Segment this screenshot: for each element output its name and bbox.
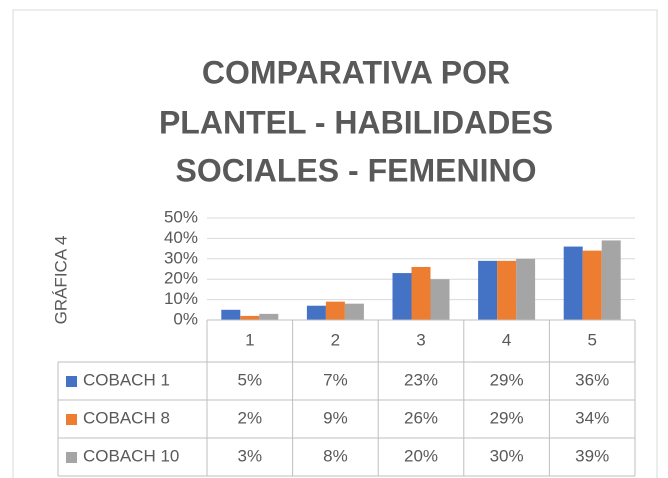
bar: [306, 305, 326, 320]
x-tick-label: 3: [416, 330, 425, 349]
chart-title: COMPARATIVA POR: [202, 54, 510, 90]
bar: [601, 240, 621, 320]
bar: [430, 279, 450, 320]
table-cell: 29%: [490, 370, 524, 389]
table-cell: 26%: [404, 408, 438, 427]
table-cell: 9%: [323, 408, 348, 427]
legend-key: [66, 452, 77, 463]
table-cell: 30%: [490, 446, 524, 465]
bar: [411, 266, 431, 320]
table-cell: 29%: [490, 408, 524, 427]
bar: [516, 258, 536, 320]
legend-label: COBACH 1: [83, 370, 170, 389]
bar: [497, 260, 517, 320]
chart-frame: [12, 9, 658, 478]
table-cell: 3%: [238, 446, 263, 465]
y-tick-label: 20%: [164, 269, 198, 288]
y-tick-label: 10%: [164, 289, 198, 308]
bar: [259, 313, 279, 320]
legend-key: [66, 376, 77, 387]
x-tick-label: 4: [502, 330, 511, 349]
bar: [563, 246, 583, 320]
bar: [582, 250, 602, 320]
legend-key: [66, 414, 77, 425]
table-cell: 20%: [404, 446, 438, 465]
table-cell: 5%: [238, 370, 263, 389]
y-tick-label: 30%: [164, 248, 198, 267]
x-tick-label: 2: [331, 330, 340, 349]
bar: [344, 303, 364, 320]
bar: [392, 273, 412, 320]
x-tick-label: 1: [245, 330, 254, 349]
bar: [478, 260, 498, 320]
y-axis-label: GRÁFICA 4: [51, 236, 70, 325]
bar: [221, 309, 241, 320]
y-tick-label: 40%: [164, 228, 198, 247]
bar: [240, 315, 260, 320]
table-cell: 34%: [575, 408, 609, 427]
table-cell: 8%: [323, 446, 348, 465]
legend-label: COBACH 8: [83, 408, 170, 427]
x-tick-label: 5: [587, 330, 596, 349]
table-cell: 39%: [575, 446, 609, 465]
table-cell: 7%: [323, 370, 348, 389]
y-tick-label: 50%: [164, 207, 198, 226]
table-cell: 36%: [575, 370, 609, 389]
legend-label: COBACH 10: [83, 446, 179, 465]
chart-title: SOCIALES - FEMENINO: [176, 152, 537, 188]
table-cell: 2%: [238, 408, 263, 427]
bar: [325, 301, 345, 320]
table-cell: 23%: [404, 370, 438, 389]
chart-title: PLANTEL - HABILIDADES: [159, 104, 553, 140]
y-tick-label: 0%: [173, 309, 198, 328]
